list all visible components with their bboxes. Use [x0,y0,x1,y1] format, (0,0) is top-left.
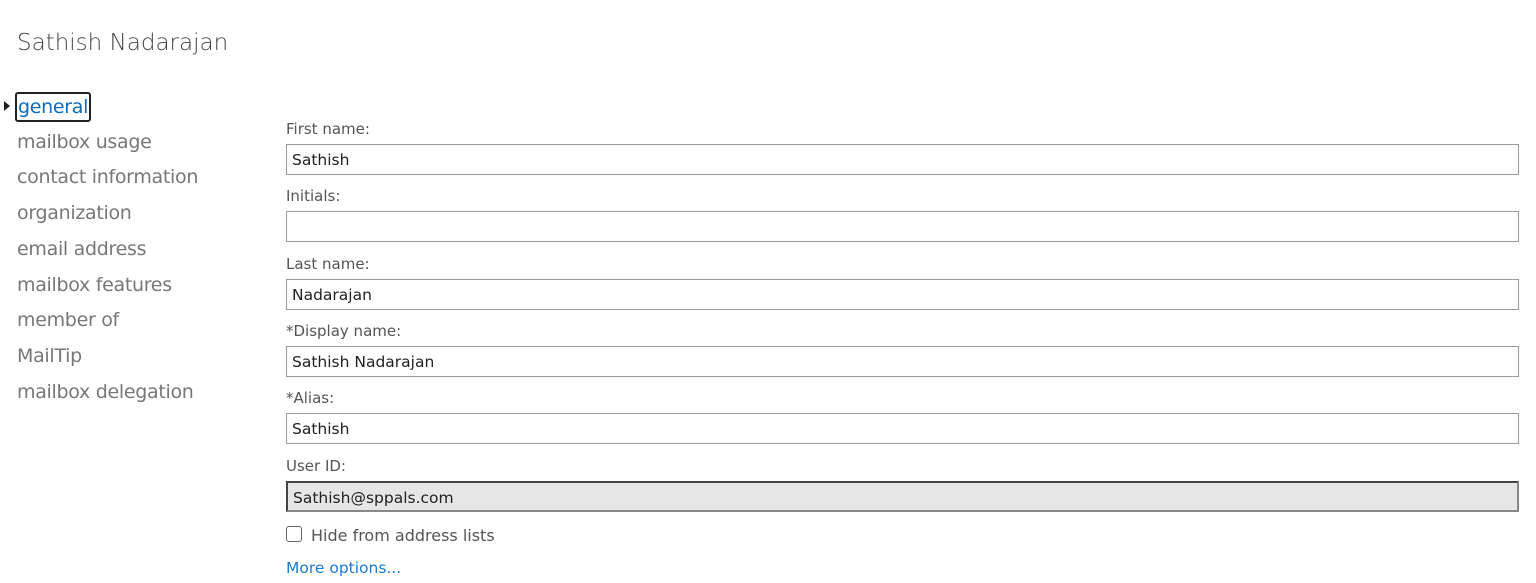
display-name-input[interactable]: Sathish Nadarajan [286,346,1519,377]
more-options-link[interactable]: More options... [286,559,402,577]
hide-from-address-lists-label[interactable]: Hide from address lists [311,526,495,545]
nav-contact-information[interactable]: contact information [17,166,199,188]
user-id-input[interactable]: Sathish@sppals.com [286,481,1519,512]
nav-email-address[interactable]: email address [17,238,147,260]
initials-label: Initials: [286,187,341,205]
last-name-input[interactable]: Nadarajan [286,279,1519,310]
first-name-input[interactable]: Sathish [286,144,1519,175]
hide-from-address-lists-checkbox[interactable] [286,526,302,542]
last-name-label: Last name: [286,255,370,273]
selected-arrow-icon [4,101,10,111]
nav-mailbox-usage[interactable]: mailbox usage [17,131,152,153]
nav-mailtip[interactable]: MailTip [17,345,82,367]
nav-general[interactable]: general [15,92,92,122]
nav-organization[interactable]: organization [17,202,132,224]
alias-label: *Alias: [286,389,335,407]
first-name-label: First name: [286,120,370,138]
nav-member-of[interactable]: member of [17,309,119,331]
initials-input[interactable] [286,211,1519,242]
alias-input[interactable]: Sathish [286,413,1519,444]
nav-mailbox-delegation[interactable]: mailbox delegation [17,381,194,403]
display-name-label: *Display name: [286,322,402,340]
page-title: Sathish Nadarajan [17,30,229,56]
user-id-label: User ID: [286,457,346,475]
nav-mailbox-features[interactable]: mailbox features [17,274,172,296]
